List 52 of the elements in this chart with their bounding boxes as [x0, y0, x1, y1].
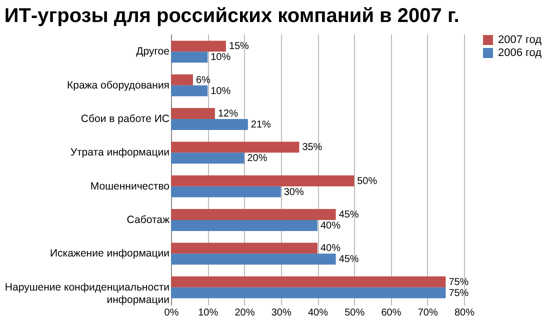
data-label: 45%	[338, 210, 359, 221]
y-tick-label: Искажение информации	[50, 248, 170, 260]
x-tick-label: 0%	[164, 308, 179, 318]
bar	[171, 220, 318, 231]
data-label: 20%	[247, 153, 268, 164]
bar	[171, 74, 193, 86]
data-label: 21%	[250, 119, 272, 130]
y-tick-label: Сбои в работе ИС	[80, 113, 170, 126]
bar	[171, 209, 336, 220]
x-tick-label: 40%	[308, 308, 328, 318]
bar	[171, 85, 208, 96]
y-tick-label: Утрата информации	[70, 146, 170, 159]
y-tick-label: Кража оборудования	[66, 79, 170, 92]
data-label: 50%	[357, 176, 378, 187]
bar	[171, 175, 354, 186]
bar	[171, 242, 318, 254]
x-tick-label: 60%	[381, 308, 402, 318]
x-tick-label: 20%	[234, 308, 255, 318]
x-tick-label: 70%	[418, 308, 438, 318]
x-tick-label: 30%	[271, 308, 292, 318]
bar	[171, 108, 215, 120]
data-label: 6%	[196, 74, 211, 86]
bar	[171, 142, 300, 153]
legend-label: 2007 год	[498, 34, 542, 46]
bar	[171, 287, 446, 298]
bar	[171, 52, 208, 63]
y-tick-label: Другое	[136, 46, 170, 58]
bar	[171, 40, 226, 52]
data-label: 40%	[320, 220, 341, 232]
x-tick-label: 10%	[198, 308, 218, 318]
data-label: 30%	[284, 186, 304, 198]
chart-title: ИТ-угрозы для российских компаний в 2007 г.	[4, 5, 460, 27]
data-label: 40%	[320, 243, 341, 254]
x-tick-label: 80%	[454, 308, 475, 318]
data-label: 75%	[448, 288, 469, 299]
legend-label: 2006 год	[498, 47, 542, 59]
data-label: 35%	[302, 142, 322, 154]
y-tick-label: Мошенничество	[90, 180, 170, 192]
bar	[171, 152, 244, 164]
x-tick-label: 50%	[344, 308, 365, 318]
data-label: 45%	[338, 254, 359, 266]
y-tick-label: Саботаж	[126, 214, 170, 226]
bar	[171, 186, 281, 198]
data-label: 15%	[228, 41, 250, 52]
data-label: 12%	[218, 108, 238, 120]
bar	[171, 119, 248, 130]
data-label: 75%	[448, 276, 469, 288]
data-label: 10%	[210, 52, 231, 64]
bar	[171, 276, 446, 288]
data-label: 10%	[210, 86, 231, 97]
bar	[171, 254, 336, 265]
y-tick-label: Нарушение конфиденциальности информации	[4, 281, 170, 306]
